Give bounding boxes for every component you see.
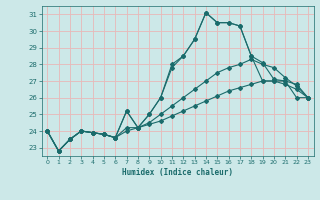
- X-axis label: Humidex (Indice chaleur): Humidex (Indice chaleur): [122, 168, 233, 177]
